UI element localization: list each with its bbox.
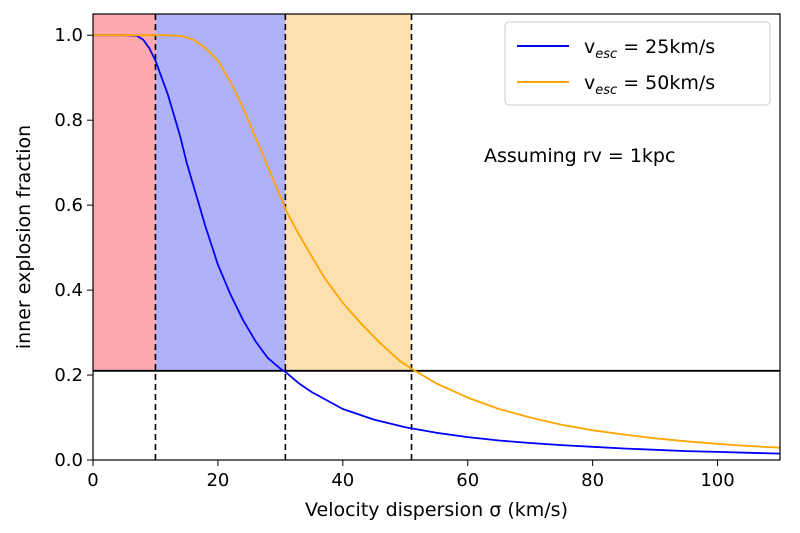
x-tick-label: 0 — [87, 470, 98, 491]
x-axis-title: Velocity dispersion σ (km/s) — [305, 499, 568, 521]
x-tick-label: 20 — [206, 470, 229, 491]
series-layer — [93, 34, 781, 455]
reference-lines — [93, 14, 780, 460]
legend-label-main: v — [584, 36, 595, 58]
y-tick-label: 1.0 — [54, 25, 83, 46]
plot-frame — [92, 13, 781, 461]
legend-box — [504, 21, 771, 106]
legend-entry-series-1: vesc = 25km/s — [584, 36, 715, 62]
legend-entry-series-2: vesc = 50km/s — [584, 72, 715, 98]
y-tick-label: 0.6 — [54, 195, 83, 216]
x-tick-label: 60 — [456, 470, 479, 491]
legend-label-tail: = 25km/s — [617, 36, 715, 58]
x-tick-label: 80 — [581, 470, 604, 491]
x-tick-label: 100 — [700, 470, 734, 491]
legend-label-sub: esc — [595, 83, 617, 98]
legend-label-main: v — [584, 72, 595, 94]
annotation-text: Assuming rv = 1kpc — [484, 145, 675, 167]
x-tick-label: 40 — [331, 470, 354, 491]
series-line-2 — [93, 34, 781, 449]
shaded-regions — [93, 14, 412, 371]
legend-label-tail: = 50km/s — [617, 72, 715, 94]
shaded-region-2 — [155, 14, 286, 371]
shaded-region-1 — [93, 14, 156, 371]
y-tick-label: 0.4 — [54, 280, 83, 301]
y-tick-label: 0.0 — [54, 450, 83, 471]
y-axis-title: inner explosion fraction — [13, 125, 35, 349]
series-line-1 — [93, 34, 781, 455]
legend-label-sub: esc — [595, 47, 617, 62]
ticks: 0 20 40 60 80 100 0.0 0.2 0.4 0.6 0.8 1.0 — [54, 25, 734, 491]
shaded-region-3 — [285, 14, 412, 371]
legend: vesc = 25km/s vesc = 50km/s — [504, 21, 771, 106]
y-tick-label: 0.8 — [54, 110, 83, 131]
y-tick-label: 0.2 — [54, 365, 83, 386]
axes — [92, 13, 781, 461]
